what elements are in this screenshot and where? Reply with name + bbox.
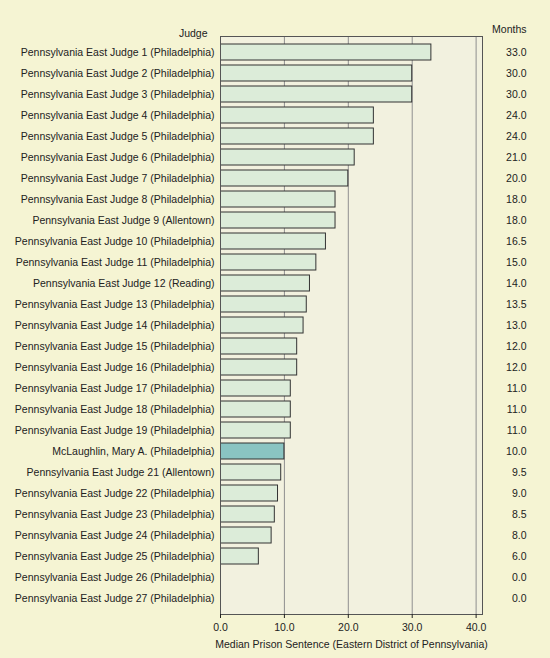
svg-text:33.0: 33.0	[506, 46, 527, 58]
svg-text:16.5: 16.5	[506, 235, 527, 247]
svg-text:McLaughlin, Mary A. (Philadelp: McLaughlin, Mary A. (Philadelphia)	[52, 445, 214, 457]
svg-text:13.5: 13.5	[506, 298, 527, 310]
svg-text:11.0: 11.0	[507, 382, 527, 394]
svg-text:Months: Months	[492, 23, 526, 35]
svg-text:11.0: 11.0	[507, 424, 527, 436]
svg-text:Pennsylvania East Judge 11 (Ph: Pennsylvania East Judge 11 (Philadelphia…	[16, 256, 215, 268]
svg-text:9.5: 9.5	[512, 466, 527, 478]
svg-text:Pennsylvania East Judge 18 (Ph: Pennsylvania East Judge 18 (Philadelphia…	[15, 403, 215, 415]
svg-text:0.0: 0.0	[512, 571, 527, 583]
svg-text:30.0: 30.0	[506, 67, 527, 79]
svg-text:21.0: 21.0	[506, 151, 527, 163]
svg-text:12.0: 12.0	[506, 361, 527, 373]
svg-text:Pennsylvania East Judge 12 (Re: Pennsylvania East Judge 12 (Reading)	[33, 277, 215, 289]
svg-text:9.0: 9.0	[512, 487, 527, 499]
svg-text:Pennsylvania East Judge 6 (Phi: Pennsylvania East Judge 6 (Philadelphia)	[21, 151, 215, 163]
svg-text:10.0: 10.0	[274, 621, 295, 633]
svg-text:24.0: 24.0	[506, 109, 527, 121]
svg-text:Pennsylvania East Judge 25 (Ph: Pennsylvania East Judge 25 (Philadelphia…	[15, 550, 215, 562]
svg-text:0.0: 0.0	[512, 592, 527, 604]
svg-text:Pennsylvania East Judge 5 (Phi: Pennsylvania East Judge 5 (Philadelphia)	[21, 130, 215, 142]
svg-text:Pennsylvania East Judge 3 (Phi: Pennsylvania East Judge 3 (Philadelphia)	[21, 88, 215, 100]
svg-text:13.0: 13.0	[506, 319, 527, 331]
svg-text:Pennsylvania East Judge 27 (Ph: Pennsylvania East Judge 27 (Philadelphia…	[15, 592, 215, 604]
svg-text:Pennsylvania East Judge 10 (Ph: Pennsylvania East Judge 10 (Philadelphia…	[15, 235, 215, 247]
svg-text:14.0: 14.0	[506, 277, 527, 289]
svg-text:8.5: 8.5	[512, 508, 527, 520]
svg-text:24.0: 24.0	[506, 130, 527, 142]
svg-text:20.0: 20.0	[506, 172, 527, 184]
svg-text:Pennsylvania East Judge 23 (Ph: Pennsylvania East Judge 23 (Philadelphia…	[15, 508, 215, 520]
svg-text:0.0: 0.0	[213, 621, 228, 633]
svg-text:12.0: 12.0	[506, 340, 527, 352]
svg-text:Pennsylvania East Judge 17 (Ph: Pennsylvania East Judge 17 (Philadelphia…	[15, 382, 215, 394]
svg-text:Pennsylvania East Judge 13 (Ph: Pennsylvania East Judge 13 (Philadelphia…	[15, 298, 215, 310]
svg-text:Pennsylvania East Judge 24 (Ph: Pennsylvania East Judge 24 (Philadelphia…	[15, 529, 215, 541]
svg-text:Pennsylvania East Judge 15 (Ph: Pennsylvania East Judge 15 (Philadelphia…	[15, 340, 215, 352]
svg-text:Pennsylvania East Judge 16 (Ph: Pennsylvania East Judge 16 (Philadelphia…	[15, 361, 215, 373]
svg-text:15.0: 15.0	[506, 256, 527, 268]
svg-text:30.0: 30.0	[402, 621, 423, 633]
svg-text:Pennsylvania East Judge 2 (Phi: Pennsylvania East Judge 2 (Philadelphia)	[21, 67, 215, 79]
svg-text:Pennsylvania East Judge 26 (Ph: Pennsylvania East Judge 26 (Philadelphia…	[15, 571, 215, 583]
svg-text:8.0: 8.0	[512, 529, 527, 541]
svg-text:Pennsylvania East Judge 8 (Phi: Pennsylvania East Judge 8 (Philadelphia)	[21, 193, 215, 205]
svg-text:Pennsylvania East Judge 21 (Al: Pennsylvania East Judge 21 (Allentown)	[27, 466, 215, 478]
svg-text:Pennsylvania East Judge 4 (Phi: Pennsylvania East Judge 4 (Philadelphia)	[21, 109, 215, 121]
svg-text:Judge: Judge	[179, 27, 208, 39]
svg-text:18.0: 18.0	[506, 214, 527, 226]
svg-text:Median Prison Sentence (Easter: Median Prison Sentence (Eastern District…	[215, 638, 488, 650]
svg-text:30.0: 30.0	[506, 88, 527, 100]
svg-text:Pennsylvania East Judge 1 (Phi: Pennsylvania East Judge 1 (Philadelphia)	[21, 46, 215, 58]
svg-text:6.0: 6.0	[512, 550, 527, 562]
svg-text:Pennsylvania East Judge 7 (Phi: Pennsylvania East Judge 7 (Philadelphia)	[21, 172, 215, 184]
svg-text:Pennsylvania East Judge 19 (Ph: Pennsylvania East Judge 19 (Philadelphia…	[15, 424, 215, 436]
svg-text:Pennsylvania East Judge 9 (All: Pennsylvania East Judge 9 (Allentown)	[32, 214, 214, 226]
svg-text:Pennsylvania East Judge 14 (Ph: Pennsylvania East Judge 14 (Philadelphia…	[15, 319, 215, 331]
svg-text:20.0: 20.0	[338, 621, 359, 633]
svg-text:Pennsylvania East Judge 22 (Ph: Pennsylvania East Judge 22 (Philadelphia…	[15, 487, 215, 499]
svg-text:40.0: 40.0	[466, 621, 487, 633]
svg-text:10.0: 10.0	[506, 445, 527, 457]
svg-text:18.0: 18.0	[506, 193, 527, 205]
svg-text:11.0: 11.0	[507, 403, 527, 415]
